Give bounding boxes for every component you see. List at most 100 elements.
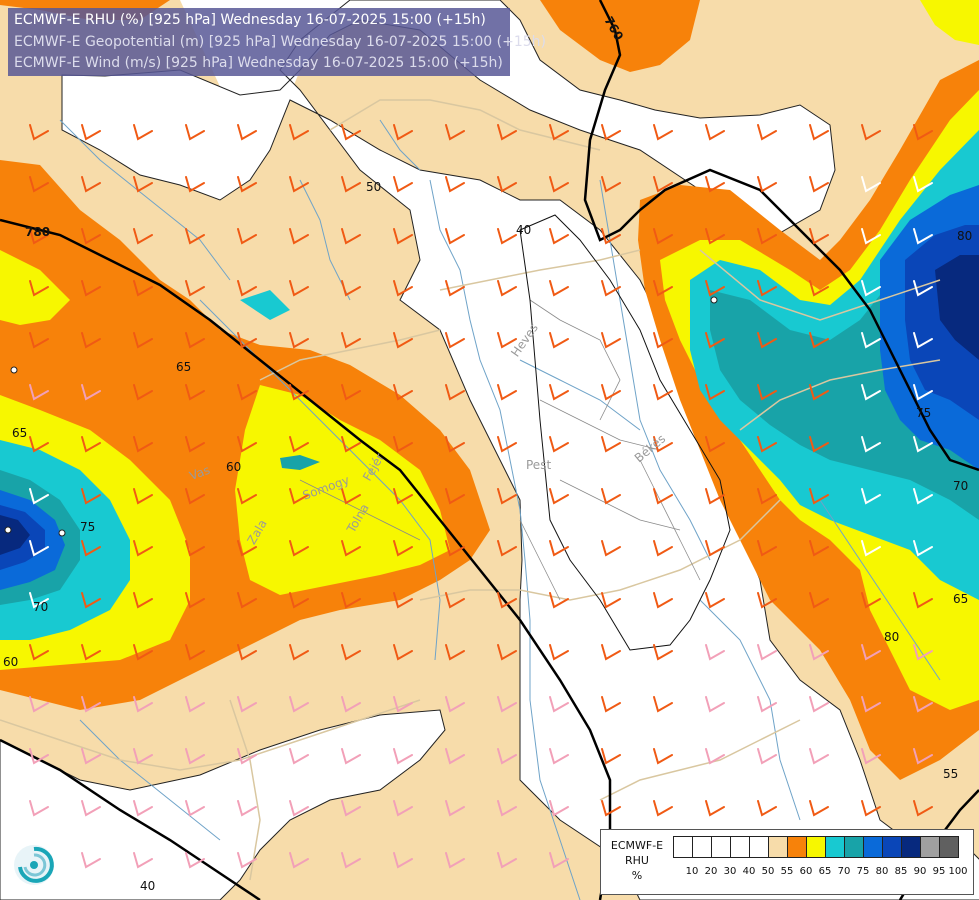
wind-barb	[81, 332, 101, 349]
wind-barb	[133, 644, 153, 661]
legend-tick-label: 65	[818, 866, 832, 877]
wind-barb	[861, 800, 881, 817]
wind-barb	[653, 228, 673, 245]
wind-barb	[341, 696, 361, 713]
contour-label: 65	[12, 426, 27, 440]
wind-barb	[653, 488, 673, 505]
wind-barb	[29, 696, 49, 713]
contour-label: 55	[943, 767, 958, 781]
legend-tick-label: 55	[780, 866, 794, 877]
wind-barb	[237, 436, 257, 453]
wind-barb	[497, 540, 517, 557]
legend-tick-label: 40	[742, 866, 756, 877]
wind-barb	[237, 488, 257, 505]
legend-swatch	[692, 836, 712, 858]
wind-barb	[185, 800, 205, 817]
wind-barb	[913, 696, 933, 713]
wind-barbs	[29, 124, 933, 869]
wind-barb	[237, 592, 257, 609]
wind-barb	[445, 436, 465, 453]
wind-barb	[809, 592, 829, 609]
wind-barb	[393, 488, 413, 505]
wind-barb	[653, 384, 673, 401]
wind-barb	[29, 540, 49, 557]
contour-label: 75	[80, 520, 95, 534]
wind-barb	[133, 800, 153, 817]
wind-barb	[757, 436, 777, 453]
wind-barb	[601, 436, 621, 453]
rh-85-90-layer	[0, 255, 979, 555]
wind-barb	[705, 384, 725, 401]
wind-barb	[289, 176, 309, 193]
wind-barb	[185, 592, 205, 609]
wind-barb	[133, 280, 153, 297]
wind-barb	[497, 592, 517, 609]
wind-barb	[549, 384, 569, 401]
legend-title-model: ECMWF-E	[610, 839, 664, 852]
wind-barb	[913, 644, 933, 661]
wind-barb	[393, 592, 413, 609]
wind-barb	[601, 384, 621, 401]
legend-tick-label: 10	[685, 866, 699, 877]
wind-barb	[705, 332, 725, 349]
wind-barb	[549, 852, 569, 869]
wind-barb	[705, 592, 725, 609]
wind-barb	[133, 748, 153, 765]
border-lines	[0, 99, 941, 881]
wind-barb	[29, 332, 49, 349]
wind-barb	[757, 280, 777, 297]
wind-barb	[29, 644, 49, 661]
wind-barb	[861, 748, 881, 765]
wind-barb	[133, 592, 153, 609]
wind-barb	[185, 332, 205, 349]
wind-barb	[289, 540, 309, 557]
header-wind-line: ECMWF-E Wind (m/s) [925 hPa] Wednesday 1…	[14, 55, 503, 71]
wind-barb	[29, 228, 49, 245]
wind-barb	[289, 228, 309, 245]
legend-swatch	[939, 836, 959, 858]
contour-label: 60	[226, 460, 241, 474]
wind-barb	[81, 592, 101, 609]
legend-swatch	[787, 836, 807, 858]
wind-barb	[185, 436, 205, 453]
wind-barb	[549, 280, 569, 297]
wind-barb	[185, 280, 205, 297]
contour-label: 50	[366, 180, 381, 194]
legend-swatches	[673, 836, 959, 860]
wind-barb	[289, 696, 309, 713]
wind-barb	[497, 852, 517, 869]
wind-barb	[289, 644, 309, 661]
wind-barb	[341, 176, 361, 193]
wind-barb	[549, 748, 569, 765]
wind-barb	[445, 332, 465, 349]
wind-barb	[549, 436, 569, 453]
wind-barb	[237, 696, 257, 713]
wind-barb	[601, 800, 621, 817]
wind-barb	[653, 332, 673, 349]
wind-barb	[29, 384, 49, 401]
wind-barb	[757, 696, 777, 713]
wind-barb	[497, 384, 517, 401]
wind-barb	[809, 228, 829, 245]
wind-barb	[861, 124, 881, 141]
wind-barb	[809, 332, 829, 349]
legend-tick-label: 95	[932, 866, 946, 877]
legend-tick-label: 85	[894, 866, 908, 877]
wind-barb	[133, 228, 153, 245]
contour-label: 40	[140, 879, 155, 893]
wind-barb	[549, 592, 569, 609]
wind-barb	[341, 436, 361, 453]
wind-barb	[445, 644, 465, 661]
wind-barb	[757, 488, 777, 505]
geopotential-780-line	[0, 218, 612, 900]
wind-barb	[757, 644, 777, 661]
legend-swatch	[901, 836, 921, 858]
wind-barb	[497, 332, 517, 349]
legend-tick-label: 60	[799, 866, 813, 877]
wind-barb	[29, 488, 49, 505]
wind-barb	[81, 280, 101, 297]
wind-barb	[705, 436, 725, 453]
wind-barb	[81, 644, 101, 661]
wind-barb	[497, 488, 517, 505]
